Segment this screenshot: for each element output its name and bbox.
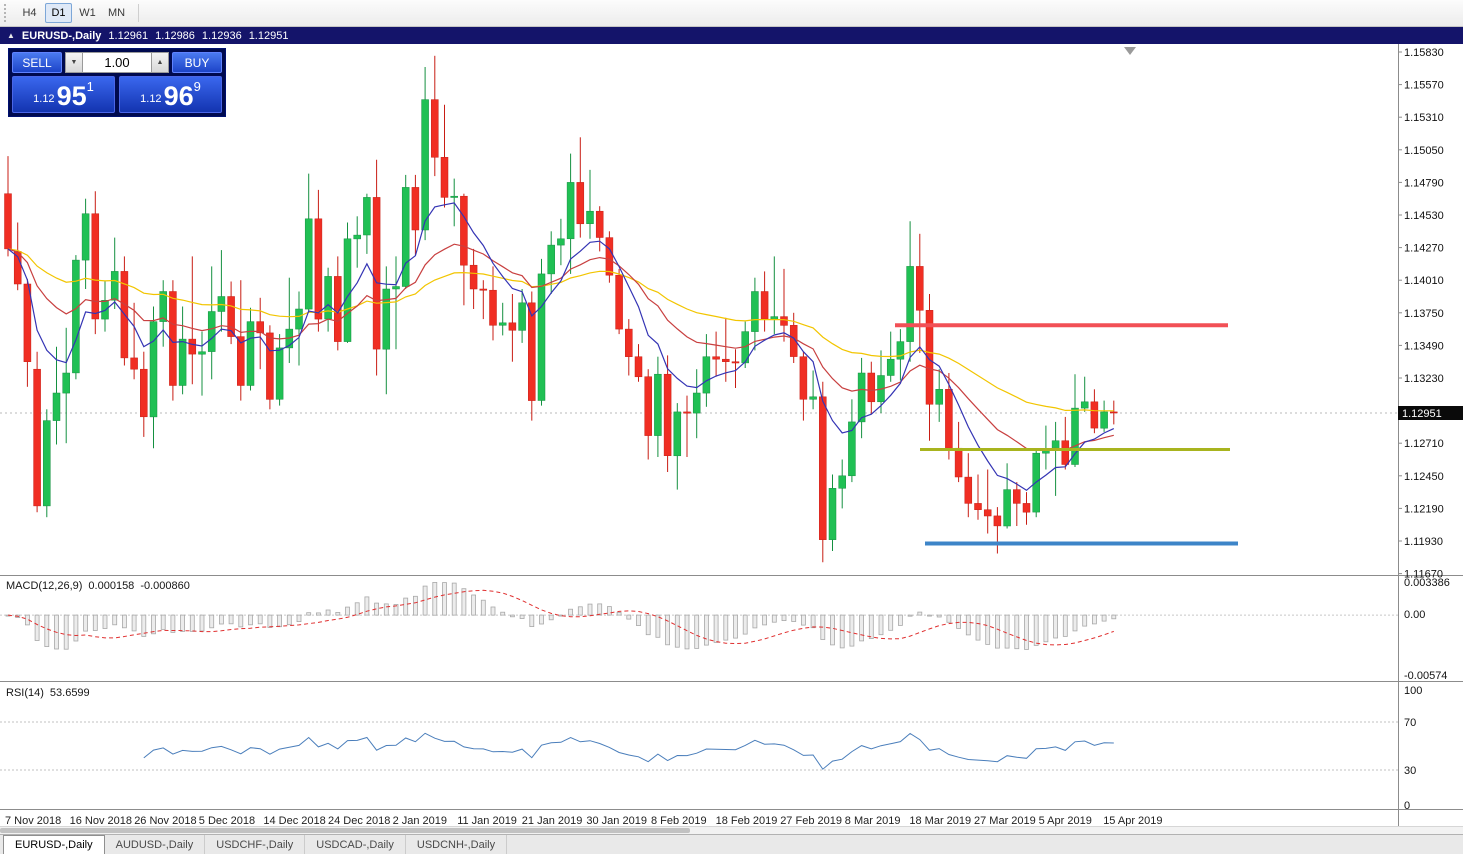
horizontal-scrollbar-thumb[interactable] <box>0 828 690 833</box>
svg-text:18 Mar 2019: 18 Mar 2019 <box>909 815 971 826</box>
svg-text:1.13490: 1.13490 <box>1404 340 1444 352</box>
svg-text:1.12951: 1.12951 <box>1402 408 1442 420</box>
rsi-name: RSI(14) <box>6 687 44 699</box>
horizontal-scrollbar[interactable] <box>0 826 1463 834</box>
svg-text:2 Jan 2019: 2 Jan 2019 <box>393 815 447 826</box>
svg-text:27 Mar 2019: 27 Mar 2019 <box>974 815 1036 826</box>
svg-text:1.15830: 1.15830 <box>1404 47 1444 59</box>
tab-usdcnh-daily[interactable]: USDCNH-,Daily <box>406 835 508 854</box>
rsi-value: 53.6599 <box>49 687 90 699</box>
tab-audusd-daily[interactable]: AUDUSD-,Daily <box>105 835 206 854</box>
svg-text:1.12190: 1.12190 <box>1404 503 1444 515</box>
svg-text:1.12450: 1.12450 <box>1404 471 1444 483</box>
svg-text:-0.00574: -0.00574 <box>1404 670 1447 682</box>
volume-spinner: ▼ ▲ <box>65 52 169 73</box>
ohlc-high-value: 1.12986 <box>155 29 195 42</box>
svg-text:0.00: 0.00 <box>1404 609 1425 621</box>
buy-price-button[interactable]: 1.12 96 9 <box>119 76 222 113</box>
svg-text:1.15050: 1.15050 <box>1404 145 1444 157</box>
buy-price-base: 1.12 <box>140 93 162 105</box>
svg-text:5 Dec 2018: 5 Dec 2018 <box>199 815 255 826</box>
candles-layer <box>4 55 1118 563</box>
svg-text:1.15570: 1.15570 <box>1404 80 1444 92</box>
pane-frames <box>0 44 1463 826</box>
svg-text:15 Apr 2019: 15 Apr 2019 <box>1103 815 1162 826</box>
svg-text:70: 70 <box>1404 717 1416 729</box>
macd-axis[interactable]: 0.003386 0.00 -0.00574 <box>1404 577 1450 682</box>
volume-decrease-button[interactable]: ▼ <box>65 52 83 73</box>
svg-text:1.13750: 1.13750 <box>1404 308 1444 320</box>
rsi-axis[interactable]: 100 70 30 0 <box>1404 685 1422 812</box>
chart-canvas[interactable]: 1.15830 1.15570 1.15310 1.15050 1.14790 1.145… <box>0 44 1463 826</box>
macd-main-value: 0.000158 <box>88 580 135 592</box>
toolbar-separator <box>138 4 139 22</box>
svg-text:8 Mar 2019: 8 Mar 2019 <box>845 815 901 826</box>
rsi-indicator-label: RSI(14) 53.6599 <box>6 687 96 699</box>
periods-toolbar: H4 D1 W1 MN <box>0 0 1463 27</box>
timeframe-w1-button[interactable]: W1 <box>74 3 101 23</box>
volume-increase-button[interactable]: ▲ <box>151 52 169 73</box>
svg-text:5 Apr 2019: 5 Apr 2019 <box>1039 815 1092 826</box>
svg-text:0: 0 <box>1404 800 1410 812</box>
svg-text:11 Jan 2019: 11 Jan 2019 <box>457 815 517 826</box>
svg-text:30: 30 <box>1404 765 1416 777</box>
tab-usdchf-daily[interactable]: USDCHF-,Daily <box>205 835 306 854</box>
buy-price-big: 96 <box>163 81 194 111</box>
svg-text:1.11670: 1.11670 <box>1404 569 1443 581</box>
svg-text:1.14270: 1.14270 <box>1404 243 1444 255</box>
toolbar-grip[interactable] <box>4 4 10 22</box>
svg-text:1.14790: 1.14790 <box>1404 177 1444 189</box>
price-axis[interactable]: 1.15830 1.15570 1.15310 1.15050 1.14790 1.145… <box>1398 47 1444 581</box>
svg-text:1.13230: 1.13230 <box>1404 373 1444 385</box>
ohlc-open-value: 1.12961 <box>108 29 149 42</box>
rsi-pane <box>0 721 1398 771</box>
svg-text:27 Feb 2019: 27 Feb 2019 <box>780 815 842 826</box>
timeframe-h4-button[interactable]: H4 <box>16 3 43 23</box>
tab-eurusd-daily[interactable]: EURUSD-,Daily <box>3 835 105 854</box>
timeframe-mn-button[interactable]: MN <box>103 3 130 23</box>
svg-text:1.15310: 1.15310 <box>1404 112 1444 124</box>
svg-text:0.003386: 0.003386 <box>1404 577 1450 589</box>
volume-input[interactable] <box>83 52 151 73</box>
svg-text:1.12710: 1.12710 <box>1404 438 1444 450</box>
svg-text:18 Feb 2019: 18 Feb 2019 <box>716 815 778 826</box>
ohlc-close-value: 1.12951 <box>248 29 289 42</box>
sell-price-button[interactable]: 1.12 95 1 <box>12 76 115 113</box>
tab-usdcad-daily[interactable]: USDCAD-,Daily <box>305 835 406 854</box>
chart-tab-bar: EURUSD-,Daily AUDUSD-,Daily USDCHF-,Dail… <box>0 834 1463 854</box>
macd-indicator-label: MACD(12,26,9) 0.000158 -0.000860 <box>6 580 196 592</box>
svg-text:26 Nov 2018: 26 Nov 2018 <box>134 815 196 826</box>
chart-symbol-label: EURUSD-,Daily <box>21 29 102 42</box>
svg-text:7 Nov 2018: 7 Nov 2018 <box>5 815 61 826</box>
svg-text:14 Dec 2018: 14 Dec 2018 <box>263 815 325 826</box>
svg-text:100: 100 <box>1404 685 1422 697</box>
svg-text:21 Jan 2019: 21 Jan 2019 <box>522 815 583 826</box>
chart-expand-icon[interactable]: ▲ <box>7 31 15 40</box>
svg-text:1.14530: 1.14530 <box>1404 210 1444 222</box>
autoscroll-marker-icon[interactable] <box>1124 47 1136 55</box>
chart-area[interactable]: 1.15830 1.15570 1.15310 1.15050 1.14790 1.145… <box>0 44 1463 826</box>
date-axis[interactable]: 7 Nov 2018 16 Nov 2018 26 Nov 2018 5 Dec 20… <box>5 815 1163 826</box>
buy-button[interactable]: BUY <box>172 52 222 73</box>
moving-average-lines <box>7 202 1115 492</box>
svg-text:8 Feb 2019: 8 Feb 2019 <box>651 815 707 826</box>
buy-price-sup: 9 <box>193 79 201 94</box>
chart-title-bar: ▲ EURUSD-,Daily 1.12961 1.12986 1.12936 … <box>0 27 1463 44</box>
svg-text:24 Dec 2018: 24 Dec 2018 <box>328 815 390 826</box>
svg-text:1.11930: 1.11930 <box>1404 536 1443 548</box>
sell-button[interactable]: SELL <box>12 52 62 73</box>
macd-pane <box>0 582 1398 650</box>
sell-price-sup: 1 <box>86 79 94 94</box>
svg-text:16 Nov 2018: 16 Nov 2018 <box>70 815 132 826</box>
macd-name: MACD(12,26,9) <box>6 580 83 592</box>
svg-text:30 Jan 2019: 30 Jan 2019 <box>586 815 647 826</box>
current-price-tag: 1.12951 <box>1398 406 1463 420</box>
svg-text:1.14010: 1.14010 <box>1404 275 1444 287</box>
timeframe-d1-button[interactable]: D1 <box>45 3 72 23</box>
sell-price-big: 95 <box>56 81 87 111</box>
ohlc-low-value: 1.12936 <box>201 29 242 42</box>
macd-signal-value: -0.000860 <box>140 580 190 592</box>
sell-price-base: 1.12 <box>33 93 55 105</box>
